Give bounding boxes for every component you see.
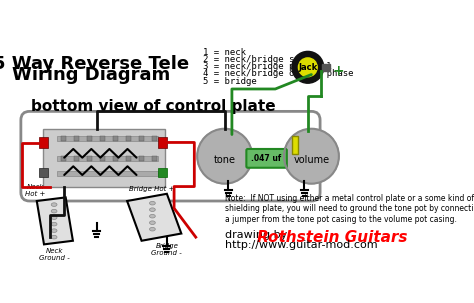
Text: Bridge Hot +: Bridge Hot + [129,186,175,192]
Text: volume: volume [293,155,329,165]
Ellipse shape [149,215,155,218]
Bar [292,136,298,154]
Ellipse shape [51,209,57,213]
Text: bottom view of control plate: bottom view of control plate [31,98,275,114]
Bar [57,156,158,161]
Ellipse shape [149,227,155,231]
Text: Rothstein Guitars: Rothstein Guitars [257,230,408,245]
Text: 3 = neck/bridge parallel: 3 = neck/bridge parallel [203,62,332,71]
Ellipse shape [149,221,155,225]
Ellipse shape [51,229,57,232]
Text: +: + [332,64,344,78]
Bar [152,136,157,141]
Bar [73,136,80,141]
Ellipse shape [51,235,57,239]
Bar [57,171,158,176]
Bar [73,156,80,161]
Bar [87,136,92,141]
Bar [39,168,47,177]
Ellipse shape [51,203,57,206]
Bar [39,137,47,148]
Bar [126,156,131,161]
Ellipse shape [51,222,57,226]
Circle shape [292,52,324,83]
Ellipse shape [149,208,155,211]
FancyBboxPatch shape [21,112,320,201]
Bar [113,156,118,161]
Text: 1 = neck: 1 = neck [203,48,246,57]
Text: http://www.guitar-mod.com: http://www.guitar-mod.com [225,240,377,250]
Bar [43,129,165,187]
Text: 5 = bridge: 5 = bridge [203,77,257,86]
Ellipse shape [51,216,57,219]
Bar [113,136,118,141]
Text: Wiring Diagram: Wiring Diagram [12,66,170,84]
Text: Neck
Hot +: Neck Hot + [25,185,46,197]
Bar [61,156,66,161]
Circle shape [197,129,252,184]
Bar [158,168,167,177]
Text: 5 Way Reverse Tele: 5 Way Reverse Tele [0,55,189,73]
Polygon shape [127,194,182,241]
Text: Bridge
Ground -: Bridge Ground - [152,243,182,256]
Circle shape [299,58,317,77]
Text: Jack: Jack [298,63,318,72]
Bar [139,136,145,141]
Text: Note:  If NOT using either a metal control plate or a some kind of
shielding pla: Note: If NOT using either a metal contro… [225,194,474,224]
Polygon shape [37,197,73,245]
Text: 2 = neck/bridge series: 2 = neck/bridge series [203,55,321,64]
Bar [100,136,105,141]
Bar [139,156,145,161]
Bar [126,136,131,141]
Text: 4 = neck/bridge out of phase: 4 = neck/bridge out of phase [203,69,354,78]
Bar [57,136,158,141]
Bar [100,156,105,161]
Text: Neck
Ground -: Neck Ground - [39,248,70,261]
Text: drawing by: drawing by [225,230,291,240]
Bar [152,156,157,161]
Circle shape [284,129,339,184]
Text: tone: tone [214,155,236,165]
Ellipse shape [149,201,155,205]
Bar [321,64,330,71]
Bar [87,156,92,161]
Text: .047 uf: .047 uf [252,154,282,163]
Bar [158,137,167,148]
Bar [61,136,66,141]
FancyBboxPatch shape [246,149,287,168]
